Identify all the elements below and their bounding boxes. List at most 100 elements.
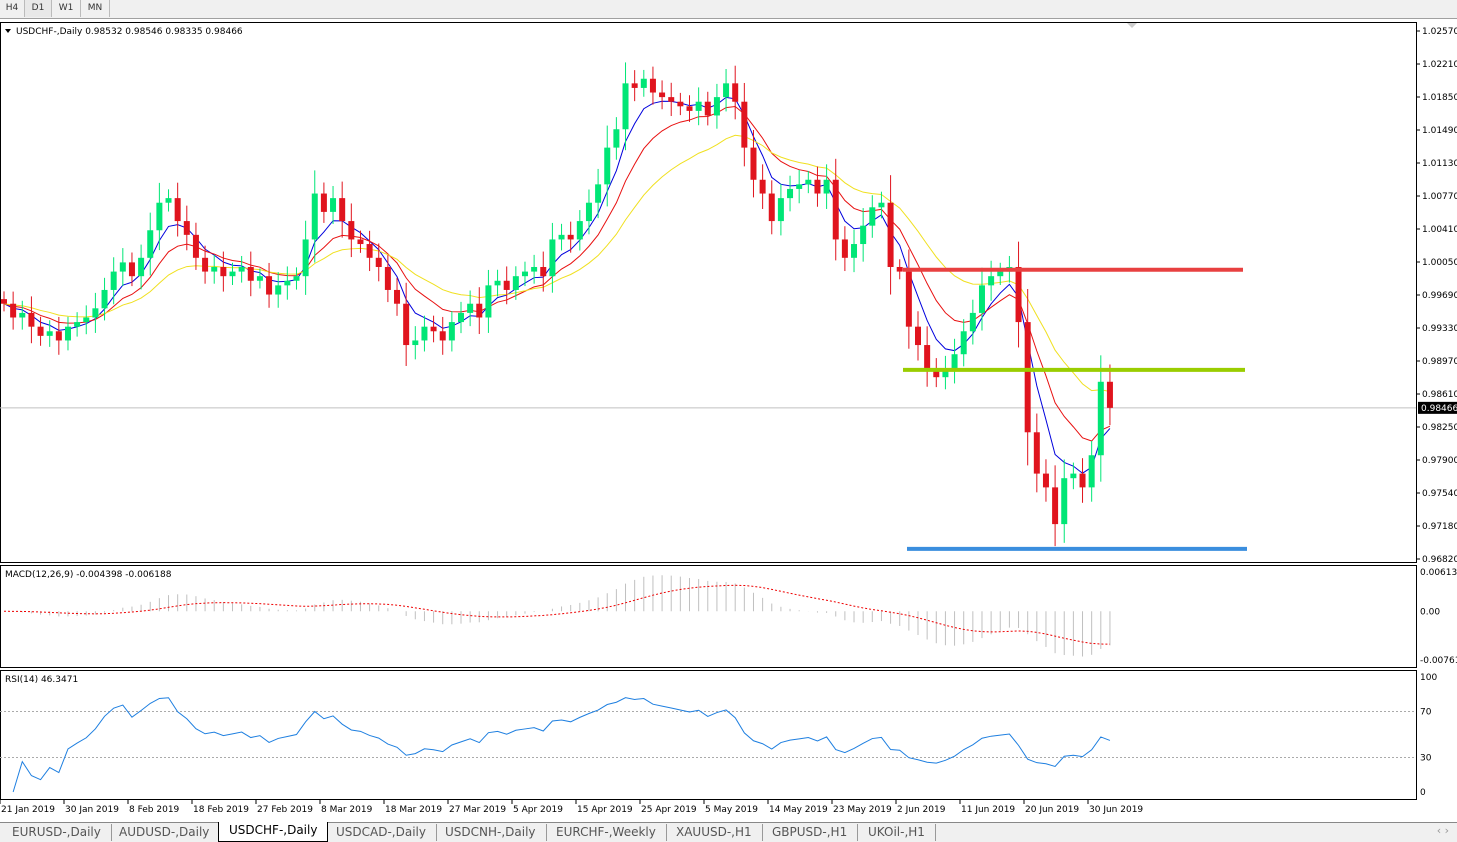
candle-bear (403, 303, 410, 346)
candle-bull (101, 289, 108, 309)
candle-bear (357, 239, 364, 245)
candle-bull (165, 198, 172, 203)
candle-bear (37, 326, 44, 336)
candle-bull (723, 83, 730, 98)
candle-bear (202, 257, 209, 272)
candle-bear (394, 289, 401, 304)
timeframe-mn[interactable]: MN (81, 0, 110, 17)
date-tick-label: 8 Feb 2019 (129, 805, 180, 815)
tab-scroll-arrows-icon[interactable]: ‹ › (1436, 824, 1449, 837)
timeframe-toolbar: H4 D1 W1 MN (0, 0, 1457, 19)
candle-bull (138, 257, 145, 277)
date-tick-label: 27 Feb 2019 (257, 805, 313, 815)
date-tick-label: 23 May 2019 (833, 805, 892, 815)
candle-bear (183, 221, 190, 235)
candle-bear (503, 280, 510, 290)
candle-bull (595, 184, 602, 203)
chart-tabs: EURUSD-,Daily AUDUSD-,Daily USDCHF-,Dail… (0, 822, 1457, 842)
price-tick-label: 0.97540 (1422, 489, 1457, 499)
candle-bear (686, 106, 693, 111)
price-tick-label: 1.00770 (1422, 192, 1457, 202)
candle-bull (458, 312, 464, 323)
date-tick-label: 30 Jan 2019 (65, 805, 119, 815)
timeframe-w1[interactable]: W1 (52, 0, 81, 17)
price-chart[interactable]: 1.02570 1.02210 1.01850 1.01490 1.01130 1.007… (0, 0, 1457, 822)
tab-ukoil[interactable]: UKOil-,H1 (858, 824, 936, 841)
price-tick-label: 0.99690 (1422, 291, 1457, 301)
tab-eurusd[interactable]: EURUSD-,Daily (2, 824, 112, 841)
candle-bear (677, 101, 684, 107)
price-tick-label: 0.96820 (1422, 555, 1457, 565)
current-price-label: 0.98466 (1421, 404, 1457, 414)
candle-bear (348, 221, 355, 240)
rsi-panel-frame (0, 670, 1417, 800)
candle-bull (64, 326, 71, 341)
candle-bull (256, 276, 263, 281)
candle-bear (220, 266, 227, 277)
candle-bull (969, 312, 976, 332)
price-tick-label: 0.98610 (1422, 390, 1457, 400)
price-tick-label: 1.00410 (1422, 225, 1457, 235)
candle-bull (549, 239, 556, 277)
tab-usdchf[interactable]: USDCHF-,Daily (218, 822, 329, 842)
candle-bear (1079, 473, 1086, 488)
candle-bull (92, 308, 99, 318)
candle-bull (238, 266, 245, 272)
candle-bull (211, 266, 218, 272)
candle-bull (869, 207, 876, 226)
candle-bull (83, 317, 90, 323)
tab-eurchf[interactable]: EURCHF-,Weekly (546, 824, 667, 841)
candle-bull (512, 276, 519, 290)
candle-bear (1015, 266, 1022, 323)
candle-bull (1061, 478, 1068, 525)
candle-bull (531, 266, 538, 272)
candle-bear (814, 179, 821, 194)
timeframe-h4[interactable]: H4 (0, 0, 25, 17)
date-tick-label: 18 Feb 2019 (193, 805, 249, 815)
candle-bull (576, 221, 583, 240)
tab-usdcad[interactable]: USDCAD-,Daily (326, 824, 437, 841)
rsi-tick-label: 100 (1420, 673, 1437, 683)
candle-bear (1106, 381, 1113, 408)
candle-bull (293, 276, 300, 281)
collapse-triangle-icon (5, 29, 11, 33)
tab-gbpusd[interactable]: GBPUSD-,H1 (762, 824, 859, 841)
rsi-tick-label: 0 (1420, 788, 1426, 798)
moving-average-10 (3, 105, 1111, 442)
candle-bull (302, 239, 309, 277)
date-tick-label: 5 Apr 2019 (513, 805, 563, 815)
tab-xauusd[interactable]: XAUUSD-,H1 (666, 824, 763, 841)
tab-usdcnh[interactable]: USDCNH-,Daily (435, 824, 547, 841)
date-tick-label: 8 Mar 2019 (321, 805, 373, 815)
candle-bull (311, 193, 318, 240)
candle-bull (787, 188, 794, 199)
candle-bear (631, 83, 638, 88)
candle-bear (192, 234, 199, 258)
candle-bear (174, 198, 181, 222)
candle-bear (1, 299, 7, 304)
candle-bull (613, 129, 620, 148)
candle-bear (905, 271, 912, 327)
timeframe-d1[interactable]: D1 (25, 0, 52, 17)
candle-bear (430, 326, 437, 332)
candle-bull (640, 78, 647, 88)
tab-audusd[interactable]: AUDUSD-,Daily (109, 824, 221, 841)
macd-signal-line (3, 584, 1110, 645)
candle-bull (796, 184, 803, 189)
price-tick-label: 1.01130 (1422, 159, 1457, 169)
candle-bull (585, 202, 592, 222)
candle-bear (887, 202, 894, 267)
price-tick-label: 1.02210 (1422, 60, 1457, 70)
price-tick-label: 1.00050 (1422, 258, 1457, 268)
candle-bull (521, 271, 528, 277)
price-tick-label: 0.97180 (1422, 522, 1457, 532)
candle-bear (128, 262, 135, 277)
macd-tick-label: 0.00613 (1420, 568, 1457, 578)
candle-bull (878, 202, 885, 208)
candle-bull (713, 97, 720, 116)
candle-bull (421, 326, 428, 341)
date-tick-label: 14 May 2019 (769, 805, 828, 815)
date-tick-label: 25 Apr 2019 (641, 805, 697, 815)
candle-bear (540, 266, 547, 277)
candle-bull (951, 354, 958, 369)
